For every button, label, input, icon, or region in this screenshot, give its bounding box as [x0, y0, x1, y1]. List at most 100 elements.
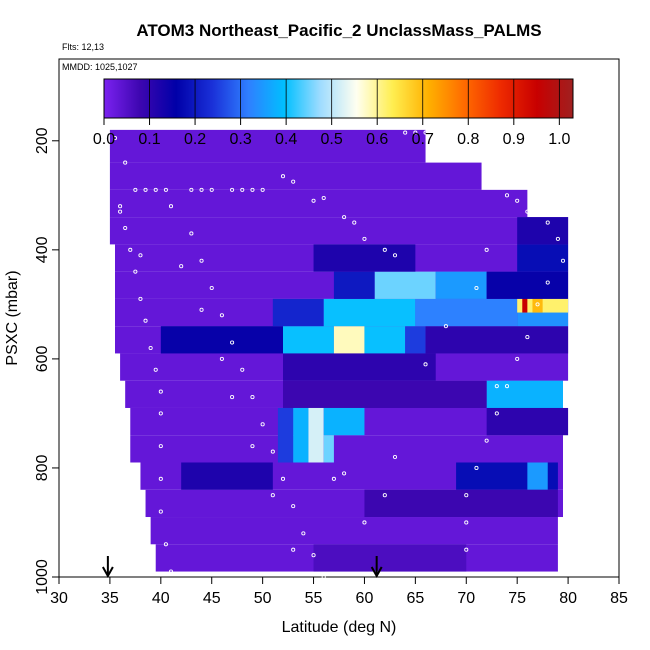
heatmap-cell: [272, 298, 324, 327]
flight-track-point: [464, 493, 469, 498]
flight-track-point: [331, 476, 336, 481]
flight-track-point: [168, 204, 174, 209]
flight-track-point: [280, 174, 286, 179]
flight-track-point: [158, 509, 163, 514]
flight-track-point: [163, 542, 168, 547]
flight-track-point: [484, 247, 489, 252]
flight-track-point: [560, 258, 566, 263]
flight-track-point: [474, 155, 479, 160]
flight-track-point: [352, 220, 357, 225]
heatmap-cell: [323, 298, 416, 327]
x-tick-label: 70: [457, 590, 475, 607]
flight-track-point: [515, 356, 520, 361]
plot-frame: [58, 58, 620, 578]
flight-track-point: [153, 187, 158, 192]
flight-track-point: [189, 231, 194, 236]
heatmap-cell: [313, 244, 416, 272]
flight-track-point: [133, 187, 138, 192]
heatmap-cell: [333, 271, 375, 299]
heatmap-cell: [277, 407, 294, 463]
flight-track-point: [118, 204, 123, 209]
flight-track-point: [443, 138, 448, 143]
heatmap-cell: [364, 489, 558, 518]
flight-track-point: [123, 225, 128, 231]
heatmap-cell: [283, 326, 334, 354]
colorbar-tick-label: 0.9: [503, 131, 525, 148]
flight-track-point: [464, 152, 469, 157]
x-tick-label: 50: [254, 590, 272, 607]
heatmap-cell: [425, 326, 569, 354]
x-tick-label: 30: [50, 590, 68, 607]
heatmap-cell: [283, 353, 436, 381]
flight-track-point: [250, 187, 255, 192]
flights-label: Flts: 12,13: [62, 42, 104, 52]
colorbar-tick-label: 0.3: [229, 131, 251, 148]
flight-track-point: [102, 136, 107, 141]
flight-track-point: [535, 204, 540, 209]
heatmap-cell: [486, 407, 569, 436]
heatmap-cell: [364, 326, 406, 354]
flight-track-point: [199, 307, 204, 312]
flight-track-point: [199, 187, 204, 192]
flight-track-point: [123, 160, 128, 165]
flight-track-markers: [102, 130, 566, 580]
flight-track-point: [413, 130, 418, 135]
chart-title: ATOM3 Northeast_Pacific_2 UnclassMass_PA…: [136, 21, 541, 40]
heatmap-cell: [308, 407, 324, 463]
colorbar-tick-label: 0.4: [275, 131, 297, 148]
colorbar-tick-label: 1.0: [548, 131, 570, 148]
x-tick-label: 40: [152, 590, 170, 607]
x-tick-label: 35: [101, 590, 119, 607]
flight-track-point: [555, 236, 560, 241]
flight-track-point: [484, 174, 489, 179]
colorbar-tick-label: 0.8: [457, 131, 479, 148]
y-tick-label: 1000: [34, 559, 51, 595]
flight-track-point: [311, 198, 316, 203]
flight-track-point: [545, 220, 550, 225]
heatmap-cell: [374, 271, 436, 299]
flight-track-point: [403, 130, 408, 135]
colorbar-tick-label: 0.0: [93, 131, 115, 148]
flight-track-point: [163, 187, 168, 192]
flight-track-point: [362, 520, 367, 525]
heatmap-cell: [283, 380, 487, 408]
heatmap-cell: [486, 271, 569, 299]
flight-track-point: [230, 340, 235, 345]
flight-track-point: [454, 149, 459, 154]
flight-track-point: [311, 553, 316, 558]
heatmap-cell: [181, 462, 273, 490]
flight-track-point: [484, 438, 489, 443]
flight-track-point: [525, 335, 530, 340]
heatmap-cell: [150, 517, 558, 545]
flight-track-point: [321, 195, 326, 201]
flight-track-point: [189, 187, 194, 192]
flight-track-point: [291, 504, 296, 509]
y-tick-label: 400: [34, 236, 51, 263]
y-tick-label: 200: [34, 127, 51, 154]
y-tick-label: 800: [34, 455, 51, 482]
colorbar: 0.0 0.1 0.2 0.3 0.4 0.5 0.6 0.7 0.8 0.9 1.0: [93, 78, 574, 148]
flight-track-point: [199, 258, 204, 263]
flight-track-point: [219, 313, 224, 318]
x-tick-label: 75: [508, 590, 526, 607]
flight-track-point: [250, 444, 255, 449]
heatmap-cell: [405, 326, 426, 354]
flight-track-point: [118, 209, 123, 214]
heatmap-cell: [130, 435, 564, 463]
y-tick-label: 600: [34, 345, 51, 372]
flight-track-point: [494, 411, 499, 416]
flight-track-point: [392, 253, 398, 258]
heatmap-cell: [293, 407, 309, 463]
flight-track-point: [464, 547, 469, 552]
flight-track-point: [474, 465, 479, 470]
colorbar-tick-label: 0.7: [412, 131, 434, 148]
x-tick-label: 55: [305, 590, 323, 607]
x-tick-label: 45: [203, 590, 221, 607]
flight-track-point: [342, 215, 347, 220]
heatmap-cell: [109, 189, 528, 218]
flight-track-point: [525, 209, 530, 214]
flight-track-point: [133, 269, 138, 274]
x-tick-label: 65: [406, 590, 424, 607]
flight-track-point: [143, 318, 148, 323]
